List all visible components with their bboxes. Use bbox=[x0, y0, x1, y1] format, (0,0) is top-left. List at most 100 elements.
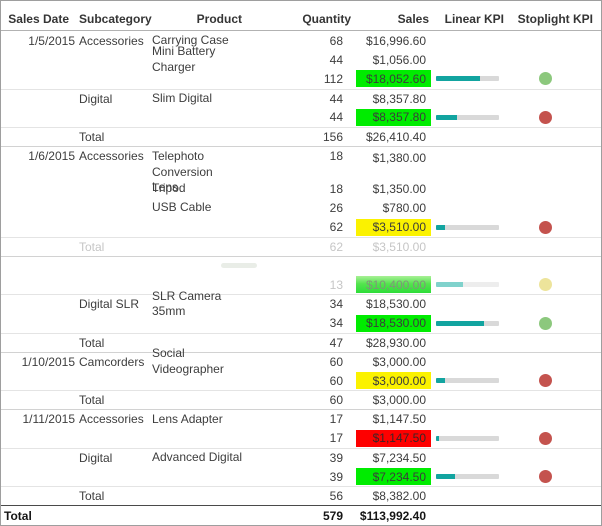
sales-cell: $1,056.00 bbox=[356, 51, 431, 68]
subtotal-row: 112 $18,052.60 bbox=[1, 69, 601, 88]
product-cell: USB Cable bbox=[152, 200, 242, 216]
subcategory-cell: Accessories bbox=[79, 33, 144, 48]
linear-kpi-cell bbox=[431, 282, 504, 288]
col-header-sales: Sales bbox=[397, 12, 429, 26]
sales-value: $8,357.80 bbox=[372, 91, 426, 106]
data-row bbox=[1, 255, 601, 275]
sales-value: $7,234.50 bbox=[372, 450, 426, 465]
stoplight-yellow-faded-icon bbox=[539, 278, 552, 292]
quantity-cell: 44 bbox=[329, 52, 343, 67]
quantity-cell: 26 bbox=[329, 200, 343, 215]
sales-cell: $8,357.80 bbox=[356, 108, 431, 126]
table-body: 1/5/2015 Accessories Carrying Case 68 $16,99… bbox=[1, 31, 601, 525]
product-name: Lens Adapter bbox=[152, 411, 223, 426]
linear-kpi-cell bbox=[431, 378, 504, 384]
product-cell: Social Videographer bbox=[152, 346, 242, 377]
linear-kpi-cell bbox=[431, 114, 504, 120]
sales-date-cell: 1/10/2015 bbox=[21, 354, 75, 369]
faded-ghost-text bbox=[221, 263, 257, 269]
stoplight-kpi-cell bbox=[504, 316, 601, 330]
sales-cell: $1,147.50 bbox=[356, 411, 431, 428]
subcategory-cell: Digital bbox=[79, 91, 113, 106]
linear-kpi-fill bbox=[436, 474, 455, 480]
linear-kpi-track bbox=[436, 224, 499, 230]
quantity-cell: 18 bbox=[329, 181, 343, 196]
sales-value: $1,147.50 bbox=[372, 412, 426, 427]
sales-cell: $3,000.00 bbox=[356, 353, 431, 370]
total-row: Total 62 $3,510.00 bbox=[1, 236, 601, 256]
quantity-cell: 17 bbox=[329, 412, 343, 427]
col-header-linear-kpi: Linear KPI bbox=[444, 12, 504, 26]
linear-kpi-fill bbox=[436, 114, 457, 120]
linear-kpi-cell bbox=[431, 224, 504, 230]
sales-cell: $7,234.50 bbox=[356, 468, 431, 486]
table-header-row: Sales Date Subcategory Product Quantity … bbox=[1, 1, 601, 31]
quantity-cell: 34 bbox=[329, 297, 343, 312]
subcategory-cell: Camcorders bbox=[79, 354, 145, 369]
col-header-stoplight-kpi: Stoplight KPI bbox=[517, 12, 593, 26]
linear-kpi-track bbox=[436, 435, 499, 441]
product-cell: Carrying Case bbox=[152, 33, 242, 49]
sales-value: $8,357.80 bbox=[356, 108, 431, 126]
product-cell: Slim Digital bbox=[152, 91, 242, 107]
product-name: Advanced Digital bbox=[152, 450, 243, 465]
product-cell: Advanced Digital bbox=[152, 450, 242, 466]
total-row: Total 60 $3,000.00 bbox=[1, 390, 601, 409]
sales-cell: $3,000.00 bbox=[356, 392, 431, 409]
quantity-cell: 68 bbox=[329, 33, 343, 48]
product-cell: Tripod bbox=[152, 181, 242, 197]
sales-value: $3,510.00 bbox=[356, 218, 431, 236]
quantity-cell: 13 bbox=[329, 277, 343, 292]
subtotal-row: 17 $1,147.50 bbox=[1, 429, 601, 448]
product-cell: SLR Camera 35mm bbox=[152, 289, 242, 320]
col-header-subcategory: Subcategory bbox=[79, 12, 152, 26]
subcategory-cell: Total bbox=[79, 335, 105, 350]
sales-cell: $113,992.40 bbox=[356, 507, 431, 524]
sales-date-cell: 1/5/2015 bbox=[28, 33, 75, 48]
sales-cell: $10,400.00 bbox=[356, 276, 431, 294]
sales-date-cell: 1/6/2015 bbox=[28, 149, 75, 164]
linear-kpi-fill bbox=[436, 76, 481, 82]
linear-kpi-fill bbox=[436, 282, 464, 288]
subtotal-row: 62 $3,510.00 bbox=[1, 218, 601, 237]
sales-cell: $3,000.00 bbox=[356, 372, 431, 390]
sales-value: $3,000.00 bbox=[372, 393, 426, 408]
sales-value: $18,052.60 bbox=[356, 70, 431, 88]
product-cell bbox=[152, 263, 257, 269]
quantity-cell: 112 bbox=[323, 71, 343, 86]
col-header-product: Product bbox=[196, 12, 242, 26]
sales-cell: $18,052.60 bbox=[356, 70, 431, 88]
quantity-cell: 39 bbox=[329, 450, 343, 465]
subtotal-row: 44 $8,357.80 bbox=[1, 108, 601, 127]
sales-cell: $7,234.50 bbox=[356, 449, 431, 466]
sales-value: $3,510.00 bbox=[372, 239, 426, 254]
product-name: SLR Camera 35mm bbox=[152, 288, 222, 319]
linear-kpi-cell bbox=[431, 320, 504, 326]
product-name: Mini Battery Charger bbox=[152, 44, 216, 74]
subtotal-row: 13 $10,400.00 bbox=[1, 275, 601, 294]
linear-kpi-fill bbox=[436, 320, 484, 326]
subtotal-row: 34 $18,530.00 bbox=[1, 313, 601, 332]
quantity-cell: 156 bbox=[322, 130, 343, 145]
col-header-quantity: Quantity bbox=[302, 12, 351, 26]
data-row: Digital SLR SLR Camera 35mm 34 $18,530.00 bbox=[1, 289, 601, 318]
sales-cell: $8,382.00 bbox=[356, 488, 431, 505]
sales-cell: $780.00 bbox=[356, 199, 431, 216]
quantity-cell: 56 bbox=[329, 489, 343, 504]
data-row: 1/11/2015 Accessories Lens Adapter 17 $1,147… bbox=[1, 409, 601, 428]
sales-cell: $3,510.00 bbox=[356, 218, 431, 236]
subcategory-cell: Total bbox=[79, 130, 105, 145]
stoplight-red-icon bbox=[539, 431, 552, 445]
sales-cell: $1,147.50 bbox=[356, 429, 431, 447]
stoplight-green-icon bbox=[539, 72, 552, 86]
sales-value: $3,000.00 bbox=[356, 372, 431, 390]
stoplight-kpi-cell bbox=[504, 431, 601, 445]
sales-value: $1,056.00 bbox=[372, 52, 426, 67]
sales-value: $16,996.60 bbox=[365, 33, 426, 48]
data-row: 1/10/2015 Camcorders Social Videographer 60… bbox=[1, 346, 601, 376]
sales-value: $3,000.00 bbox=[372, 354, 426, 369]
subcategory-cell: Total bbox=[79, 239, 105, 254]
subcategory-cell: Digital bbox=[79, 450, 113, 465]
quantity-cell: 44 bbox=[329, 91, 343, 106]
